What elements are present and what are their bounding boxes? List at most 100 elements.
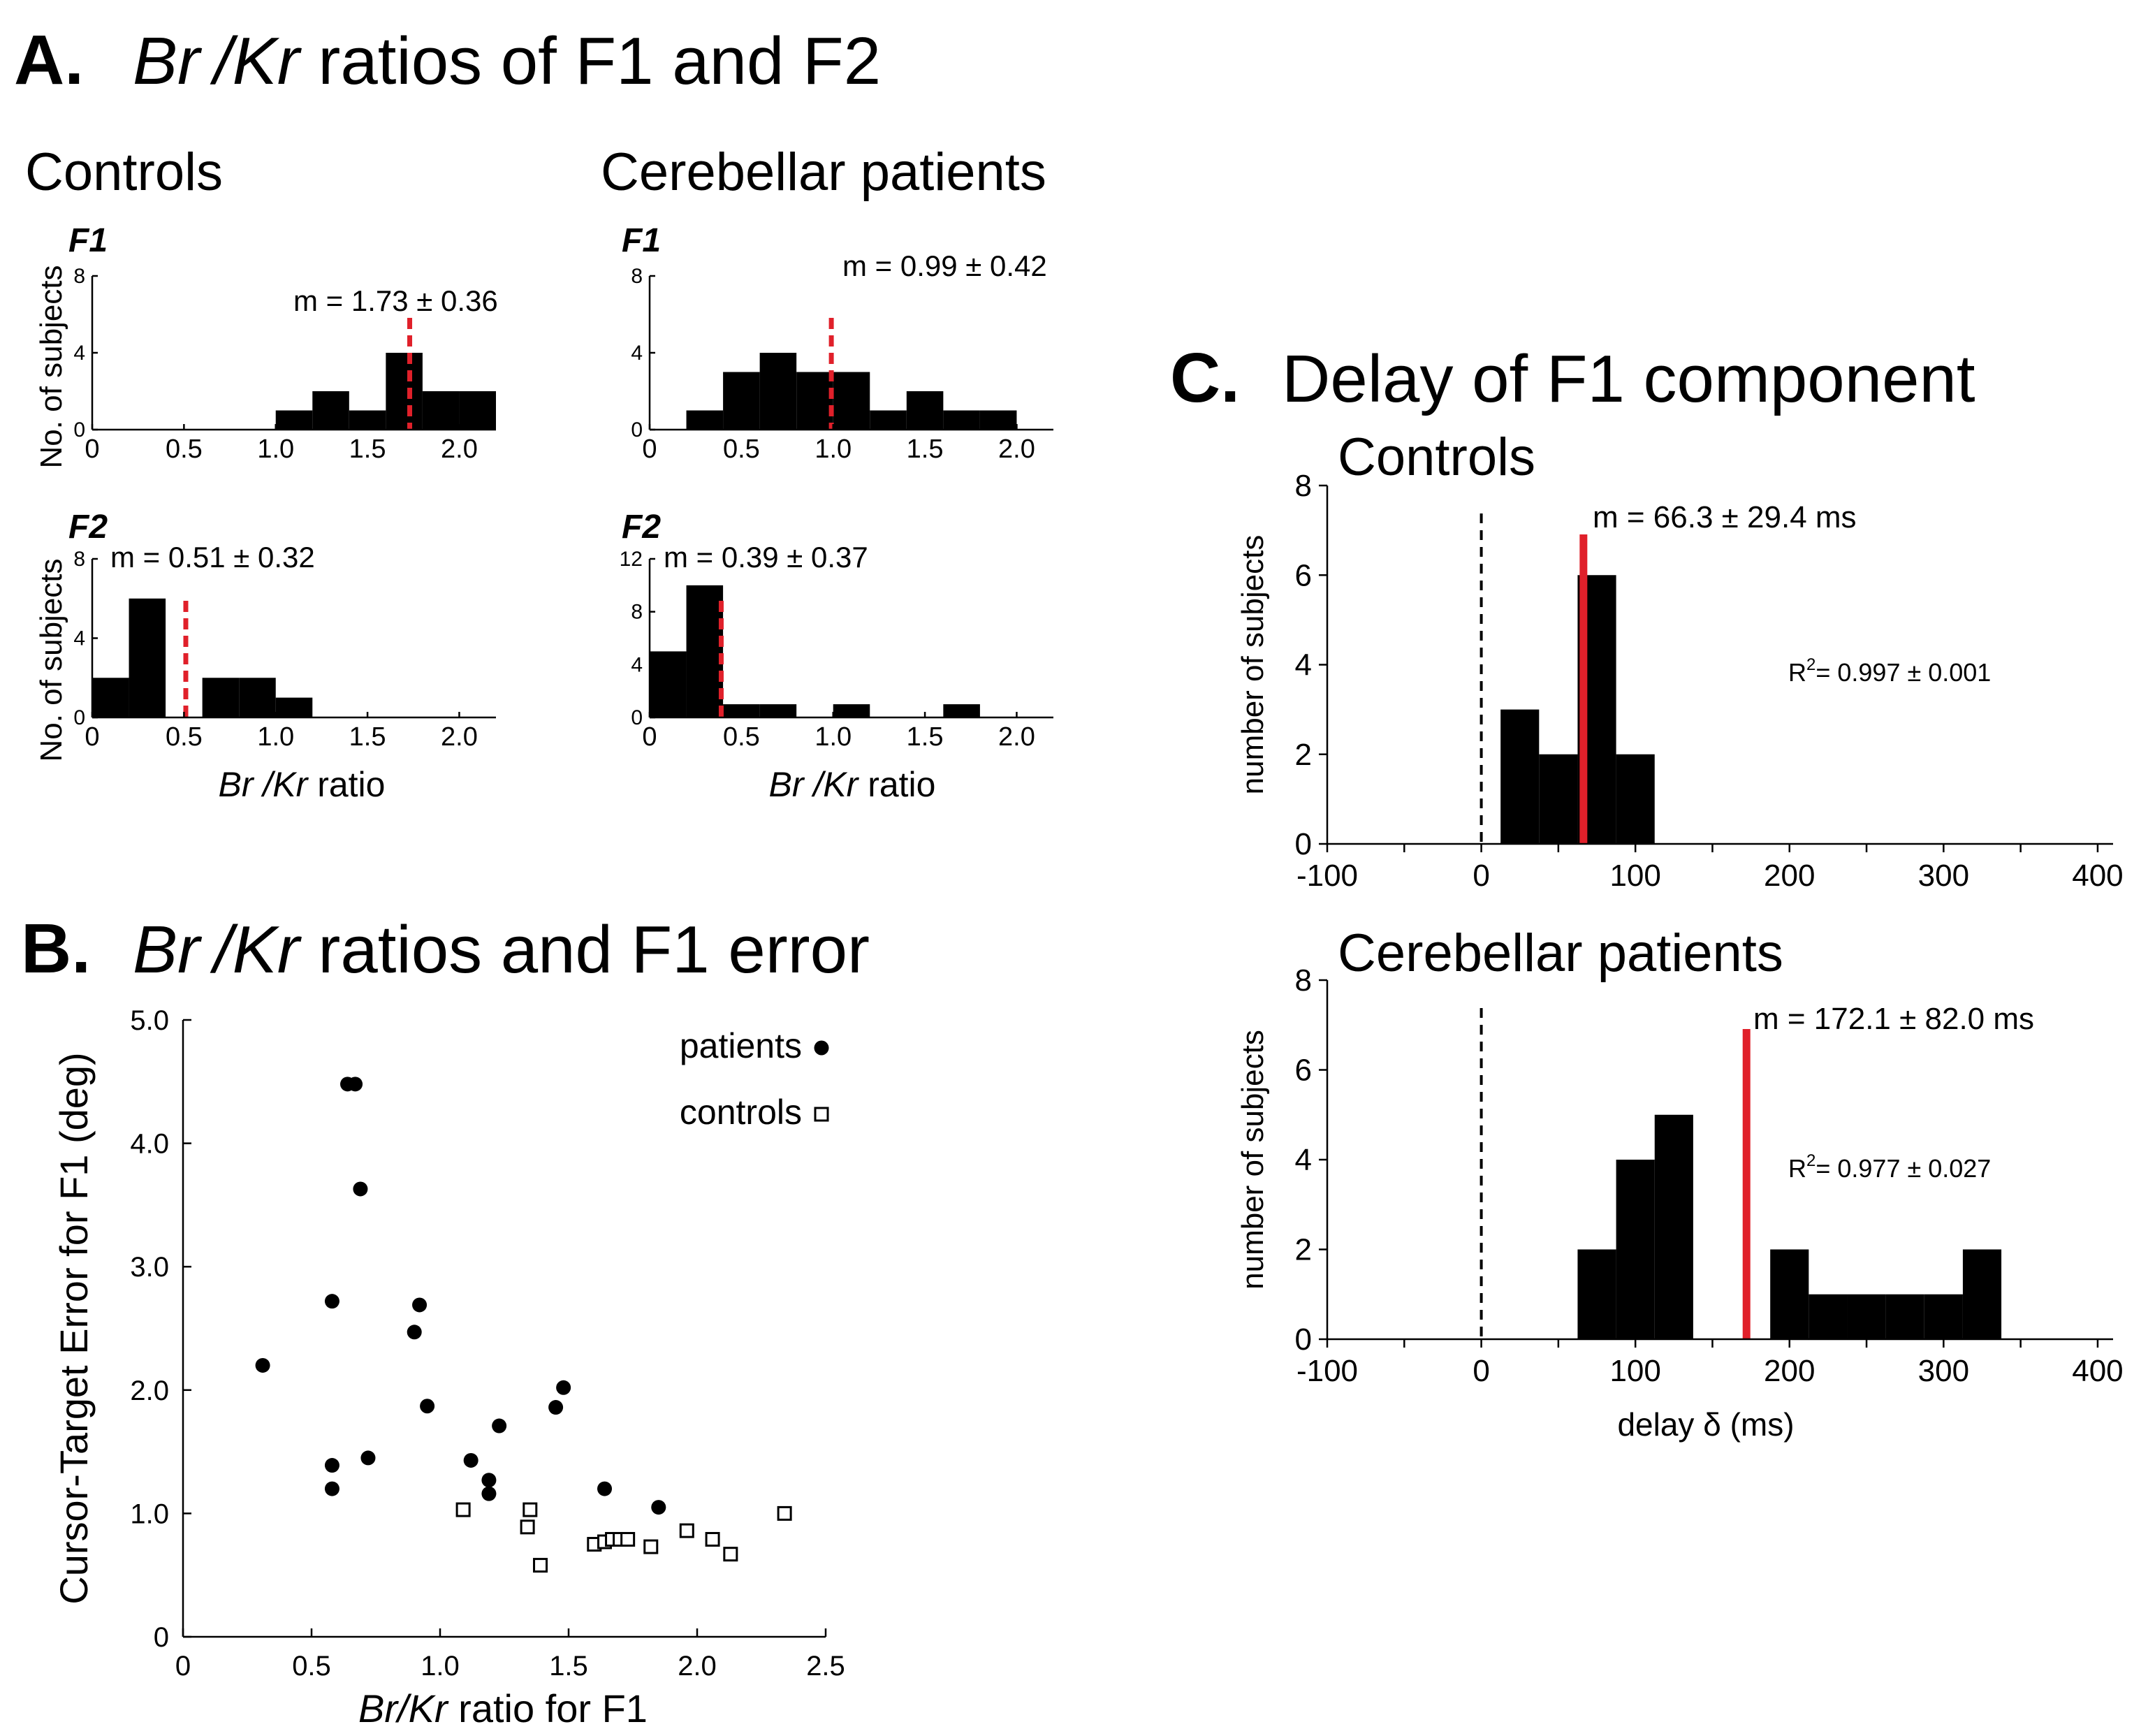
f2-row-label-controls: F2: [68, 509, 108, 546]
control-point: [533, 1558, 548, 1573]
patient-point: [360, 1450, 376, 1466]
histogram-bar: [1885, 1294, 1924, 1339]
y-tick-label: 4: [73, 627, 85, 650]
x-tick-label: 2.0: [441, 722, 478, 752]
patient-point: [463, 1452, 478, 1468]
x-tick-label: 0.5: [723, 722, 760, 752]
x-tick-label: 0.5: [166, 722, 203, 752]
x-tick-label: 0: [642, 722, 657, 752]
x-tick-label: 400: [2072, 859, 2123, 893]
y-tick-label: 4.0: [130, 1129, 169, 1160]
legend-label: patients: [680, 1026, 802, 1065]
y-axis-label: number of subjects: [1236, 535, 1270, 795]
x-tick-label: 0.5: [292, 1651, 331, 1682]
control-point: [705, 1531, 720, 1547]
x-tick-label: 1.5: [349, 722, 386, 752]
x-tick-label: 2.0: [441, 435, 478, 464]
x-tick-label: 200: [1764, 859, 1815, 893]
patient-point: [420, 1399, 435, 1414]
x-tick-label: 1.5: [907, 435, 944, 464]
control-point: [620, 1531, 636, 1547]
control-point: [643, 1539, 659, 1554]
x-tick-label: 1.0: [257, 722, 294, 752]
histogram-bar: [943, 704, 980, 717]
panel-a-letter: A.: [14, 21, 84, 99]
histogram-bar: [723, 704, 760, 717]
x-tick-label: 300: [1918, 859, 1969, 893]
r-squared-label: R2= 0.997 ± 0.001: [1788, 655, 1991, 687]
patient-point: [324, 1481, 339, 1496]
mean-label: m = 0.51 ± 0.32: [110, 541, 315, 574]
y-tick-label: 0: [1295, 827, 1312, 861]
y-tick-label: 8: [631, 601, 643, 624]
patient-point: [255, 1357, 270, 1373]
histogram-bar: [275, 697, 313, 717]
y-axis-label: number of subjects: [1236, 1030, 1270, 1290]
y-tick-label: 2: [1295, 1233, 1312, 1267]
histogram-bar: [943, 410, 980, 430]
histogram-bar: [796, 372, 833, 430]
histogram-bar: [686, 410, 724, 430]
x-tick-label: 1.0: [814, 435, 852, 464]
histogram-bar: [650, 651, 687, 717]
y-tick-label: 0: [73, 418, 85, 442]
x-tick-label: 1.0: [257, 435, 294, 464]
histogram-bar: [686, 585, 724, 717]
patient-point: [348, 1077, 363, 1092]
histogram-bar: [1770, 1249, 1809, 1339]
x-tick-label: 1.5: [349, 435, 386, 464]
y-tick-label: 8: [631, 265, 643, 288]
histogram-bar: [906, 391, 944, 430]
y-tick-label: 0: [73, 706, 85, 729]
panel-a-title: Br/Kr ratios of F1 and F2: [133, 24, 881, 99]
histogram-bar: [833, 704, 870, 717]
y-tick-label: 4: [73, 342, 85, 365]
y-tick-label: 0: [631, 706, 643, 729]
patient-point: [353, 1181, 368, 1197]
patient-point: [651, 1500, 666, 1515]
x-tick-label: 400: [2072, 1354, 2123, 1388]
patient-point: [492, 1418, 507, 1434]
y-tick-label: 0: [631, 418, 643, 442]
histogram-bar: [759, 704, 797, 717]
patient-point: [412, 1297, 428, 1313]
x-tick-label: 2.0: [998, 722, 1035, 752]
y-tick-label: 12: [620, 548, 643, 571]
y-tick-label: 8: [1295, 963, 1312, 998]
histogram-bar: [92, 678, 129, 717]
histogram-bar: [1924, 1294, 1963, 1339]
x-tick-label: 2.0: [998, 435, 1035, 464]
histogram-controls-f2: 0 0.5 1.0 1.5 2.0 0 4 8 m = 0.51 ± 0.32: [73, 541, 496, 752]
controls-heading: Controls: [25, 143, 223, 202]
histogram-bar: [422, 391, 460, 430]
subpanel-title: Controls: [1338, 428, 1535, 487]
x-tick-label: 2.0: [678, 1651, 717, 1682]
xlabel-a-patients: Br /Kr ratio: [769, 765, 936, 804]
patient-point: [481, 1473, 497, 1488]
y-tick-label: 3.0: [130, 1252, 169, 1283]
ylabel-a-f2: No. of subjects: [34, 558, 68, 761]
mean-label: m = 66.3 ± 29.4 ms: [1593, 500, 1857, 534]
panel-b-letter: B.: [21, 910, 91, 988]
histogram-bar: [129, 598, 166, 717]
legend-marker-controls: [814, 1107, 829, 1122]
xlabel-a-controls: Br /Kr ratio: [219, 765, 386, 804]
histogram-bar: [833, 372, 870, 430]
panel-c-letter: C.: [1170, 339, 1240, 417]
y-tick-label: 2.0: [130, 1376, 169, 1406]
x-tick-label: 0: [1473, 1354, 1489, 1388]
patient-point: [324, 1458, 339, 1473]
mean-label: m = 0.99 ± 0.42: [842, 249, 1047, 282]
x-tick-label: 1.0: [814, 722, 852, 752]
x-tick-label: 0: [642, 435, 657, 464]
patient-point: [481, 1486, 497, 1501]
y-tick-label: 4: [631, 653, 643, 676]
histogram-bar: [1577, 1249, 1616, 1339]
histogram-bar: [759, 353, 797, 430]
histogram-patients-f2: 0 0.5 1.0 1.5 2.0 0 4 8 12 m = 0.39 ± 0.37: [620, 541, 1053, 752]
histogram-bar: [1616, 1160, 1655, 1339]
histogram-bar: [312, 391, 349, 430]
patient-point: [548, 1400, 564, 1415]
mean-label: m = 0.39 ± 0.37: [664, 541, 868, 574]
